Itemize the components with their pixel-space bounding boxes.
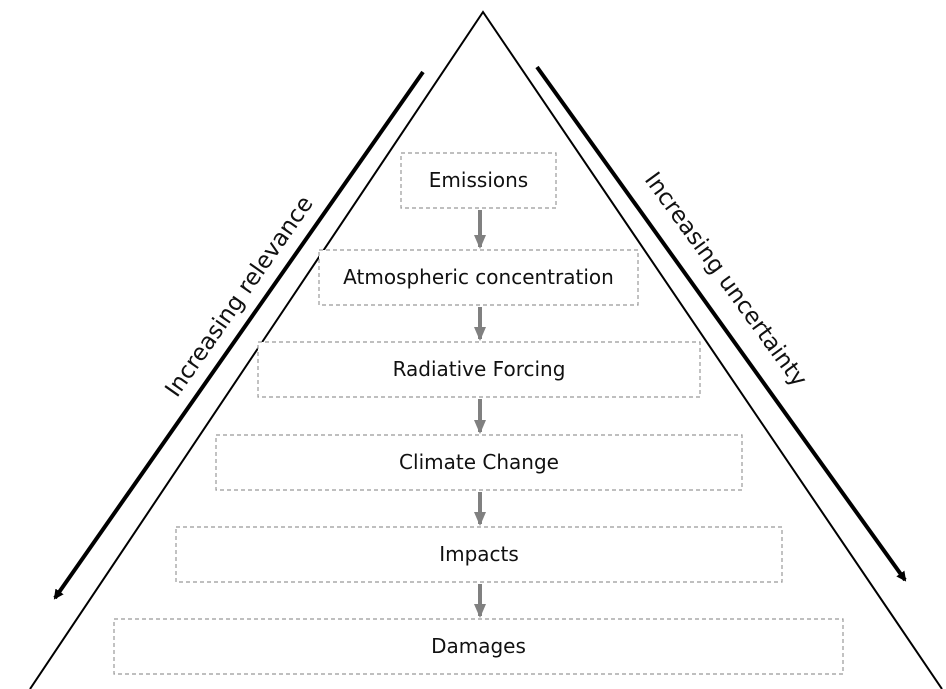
node-label: Radiative Forcing [393,357,566,381]
node-label: Climate Change [399,450,559,474]
node-box [113,618,844,675]
node-box [318,249,639,306]
node-box [215,434,743,491]
left-arrow [53,70,425,600]
right-arrow [535,65,907,582]
node-box [175,526,783,583]
node-label: Emissions [429,168,528,192]
node-box [400,152,557,209]
node-label: Impacts [439,542,519,566]
node-label: Damages [431,634,526,658]
pyramid [29,10,943,689]
node-box [257,341,701,398]
node-label: Atmospheric concentration [343,265,614,289]
